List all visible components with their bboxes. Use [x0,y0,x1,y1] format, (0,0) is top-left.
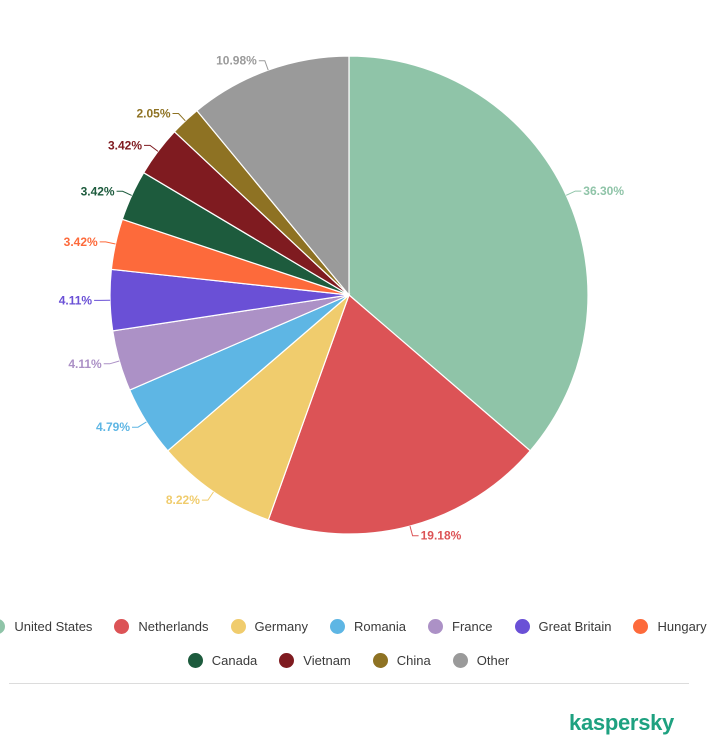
legend-swatch-china [372,653,388,668]
legend-item-china[interactable]: China [372,653,431,668]
legend-item-netherlands[interactable]: Netherlands [114,619,209,634]
legend-item-great-britain[interactable]: Great Britain [514,619,612,634]
legend-label: Canada [211,653,258,668]
data-label-canada: 3.42% [81,184,115,198]
legend-label: Other [476,653,510,668]
legend-item-vietnam[interactable]: Vietnam [279,653,351,668]
leader-line-france [103,360,120,365]
legend-item-hungary[interactable]: Hungary [633,619,707,634]
leader-line-germany [201,491,214,501]
legend-item-romania[interactable]: Romania [330,619,406,634]
leader-line-vietnam [144,144,159,152]
legend-swatch-netherlands [114,619,130,634]
legend-swatch-hungary [633,619,649,634]
legend-label: Romania [354,619,407,634]
data-label-france: 4.11% [68,357,102,371]
legend-label: Great Britain [538,619,612,634]
legend-swatch-other [452,653,468,668]
legend-swatch-canada [187,653,203,668]
leader-line-united-states [565,190,582,196]
legend-item-other[interactable]: Other [452,653,510,668]
footer-divider [9,683,689,684]
legend-swatch-germany [230,619,246,634]
leader-line-china [172,113,186,122]
kaspersky-logo: kaspersky [569,710,674,735]
data-label-romania: 4.79% [96,420,130,434]
leader-line-romania [132,421,147,428]
legend-label: Netherlands [138,619,209,634]
pie-slice-netherlands [267,293,532,535]
leader-line-canada [116,190,132,196]
data-label-netherlands: 19.18% [421,529,462,543]
legend-item-france[interactable]: France [428,619,493,634]
legend-label: United States [14,619,93,634]
leader-line-other [258,60,269,71]
pie-slice-other [196,55,350,297]
data-label-great-britain: 4.11% [59,293,93,307]
legend-swatch-united-states [0,619,6,634]
data-label-vietnam: 3.42% [108,138,142,152]
legend-item-canada[interactable]: Canada [187,653,258,668]
legend-swatch-great-britain [514,619,530,634]
legend-label: Hungary [657,619,707,634]
data-label-other: 10.98% [216,54,257,68]
leader-line-netherlands [409,525,419,537]
legend-row-1: United States Netherlands Germany Romania Fr… [0,619,707,634]
pie-slice-germany [166,293,351,521]
legend-label: China [396,653,431,668]
legend-label: France [452,619,493,634]
legend-item-united-states[interactable]: United States [0,619,92,634]
legend-swatch-france [428,619,444,634]
data-label-germany: 8.22% [166,493,200,507]
data-label-china: 2.05% [136,107,170,121]
leader-line-hungary [99,241,116,245]
legend-label: Vietnam [303,653,351,668]
legend-row-2: Canada Vietnam China Other [0,653,697,668]
data-label-united-states: 36.30% [583,184,624,198]
legend-swatch-romania [330,619,345,634]
legend-swatch-vietnam [279,653,295,668]
data-label-hungary: 3.42% [64,235,98,249]
legend-label: Germany [254,619,308,634]
pie-chart: 36.30% 19.18% 8.22% 4.79% 4.11% 4.11% 3.42% 3.4… [59,54,625,543]
pie-slice-united-states [348,55,589,452]
legend-item-germany[interactable]: Germany [230,619,308,634]
